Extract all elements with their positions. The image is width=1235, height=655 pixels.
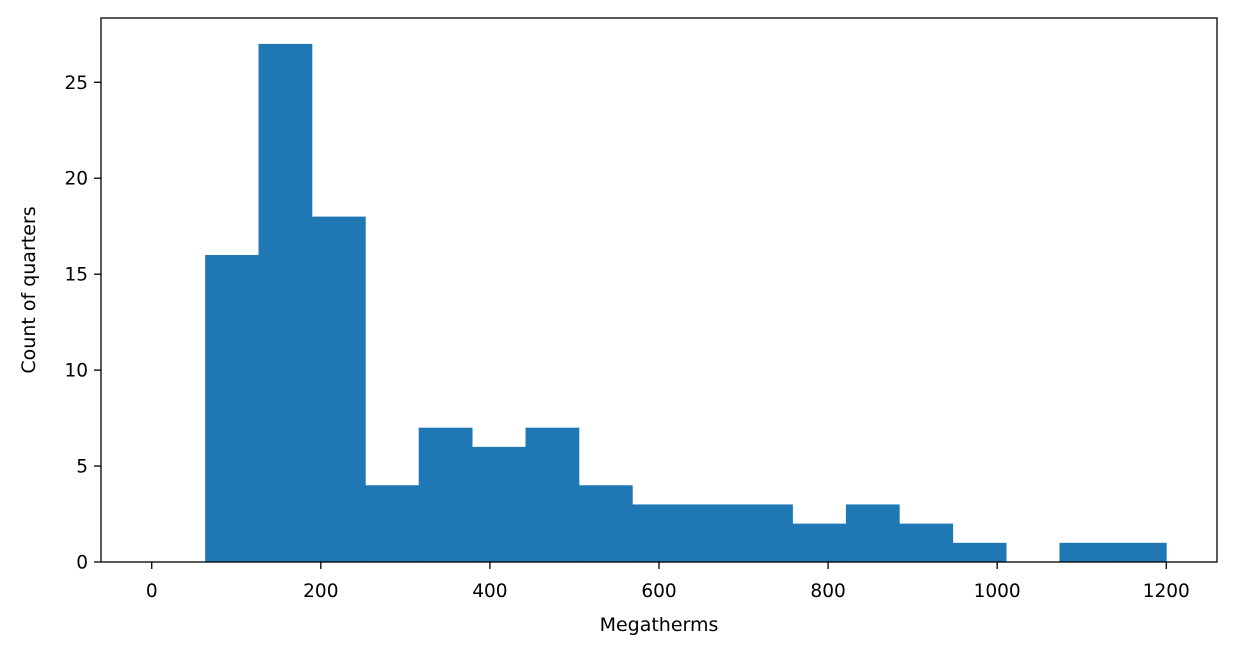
histogram-bar xyxy=(845,504,900,562)
y-tick-label: 5 xyxy=(76,457,88,478)
y-tick-label: 10 xyxy=(64,361,88,382)
histogram-bar xyxy=(311,216,366,562)
histogram-bar xyxy=(578,485,633,562)
x-tick-label: 1000 xyxy=(974,581,1021,602)
histogram-bar xyxy=(525,427,580,562)
y-axis-ticks: 0 5 10 15 20 25 xyxy=(64,73,101,574)
y-tick-label: 25 xyxy=(64,73,88,94)
x-axis-ticks: 0 200 400 600 800 1000 1200 xyxy=(146,562,1190,602)
y-axis-label: Count of quarters xyxy=(18,206,40,373)
x-tick-label: 200 xyxy=(303,581,338,602)
x-tick-label: 600 xyxy=(641,581,676,602)
histogram-bar xyxy=(1059,542,1114,562)
x-axis-label: Megatherms xyxy=(600,614,719,636)
histogram-bar xyxy=(418,427,473,562)
histogram-bar xyxy=(258,43,313,562)
histogram-bar xyxy=(792,523,847,562)
histogram-bar xyxy=(1112,542,1167,562)
histogram-bar xyxy=(899,523,954,562)
x-tick-label: 1200 xyxy=(1143,581,1190,602)
histogram-bar xyxy=(685,504,740,562)
histogram-bar xyxy=(952,542,1007,562)
y-tick-label: 0 xyxy=(76,553,88,574)
histogram-bars xyxy=(205,43,1167,563)
histogram-bar xyxy=(205,254,259,563)
y-tick-label: 20 xyxy=(64,169,88,190)
x-tick-label: 400 xyxy=(472,581,507,602)
x-tick-label: 0 xyxy=(146,581,158,602)
histogram-bar xyxy=(472,446,526,562)
histogram-bar xyxy=(739,504,793,562)
histogram-bar xyxy=(365,485,420,562)
y-tick-label: 15 xyxy=(64,265,88,286)
x-tick-label: 800 xyxy=(810,581,845,602)
histogram-bar xyxy=(632,504,687,562)
